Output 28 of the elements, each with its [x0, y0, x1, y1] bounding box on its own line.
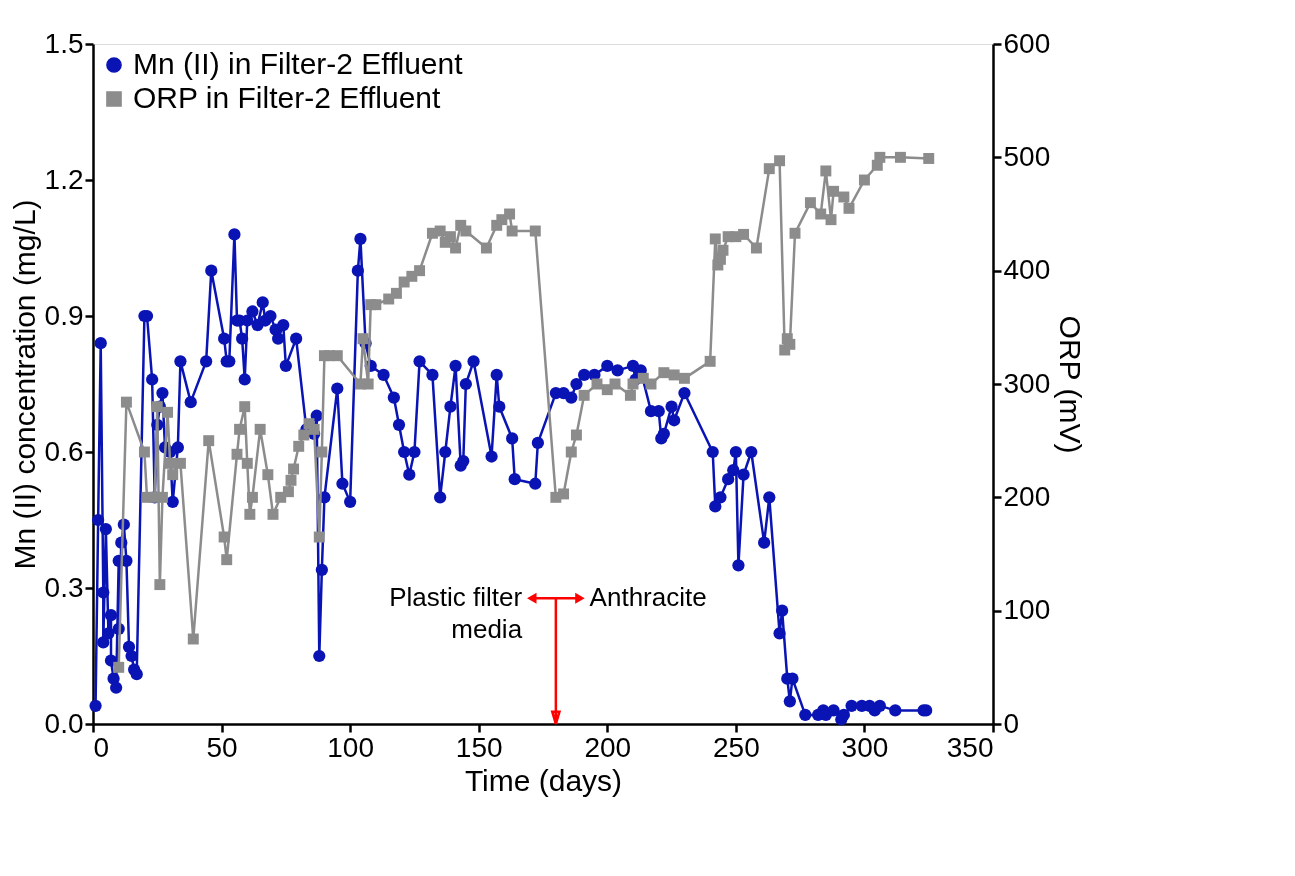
x-tick-label: 350 — [946, 731, 994, 763]
x-tick-label: 200 — [584, 731, 632, 763]
x-tick-label: 250 — [713, 731, 760, 763]
legend-label: ORP in Filter-2 Effluent — [133, 81, 442, 114]
x-axis-title: Time (days) — [464, 763, 623, 797]
y-tick-label: 0.6 — [44, 435, 84, 467]
y-tick-label: 0.9 — [44, 299, 84, 331]
y2-tick-label: 200 — [1003, 480, 1051, 512]
y-tick-label: 1.2 — [44, 163, 84, 195]
annotation: Plastic filter media — [389, 582, 523, 645]
y2-tick-label: 400 — [1003, 254, 1051, 286]
annotation: Anthracite — [589, 582, 707, 613]
x-tick-label: 50 — [206, 731, 238, 763]
y2-tick-label: 100 — [1003, 594, 1051, 626]
x-tick-label: 150 — [455, 731, 503, 763]
y-tick-label: 0.0 — [44, 707, 84, 739]
y2-tick-label: 600 — [1003, 27, 1051, 59]
x-tick-label: 0 — [93, 731, 110, 763]
y2-axis-title: ORP (mV) — [1054, 315, 1088, 454]
y2-tick-label: 300 — [1003, 367, 1051, 399]
x-tick-label: 300 — [841, 731, 889, 763]
y2-tick-label: 500 — [1003, 140, 1051, 172]
y-axis-title: Mn (II) concentration (mg/L) — [7, 199, 41, 570]
x-tick-label: 100 — [327, 731, 374, 763]
y2-tick-label: 0 — [1003, 707, 1020, 739]
legend-label: Mn (II) in Filter-2 Effluent — [133, 47, 464, 80]
y-tick-label: 1.5 — [44, 27, 84, 59]
y-tick-label: 0.3 — [44, 571, 84, 603]
